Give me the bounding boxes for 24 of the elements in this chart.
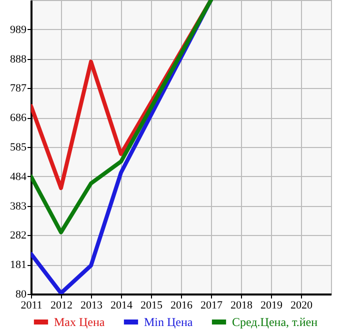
x-tick-label: 2013 xyxy=(80,300,103,312)
y-tick-label: 787 xyxy=(10,82,27,95)
line-series xyxy=(31,0,213,234)
x-tick-label: 2020 xyxy=(290,300,313,312)
y-tick-label: 181 xyxy=(10,259,26,272)
x-tick-label: 2018 xyxy=(230,300,253,312)
legend-label: Max Цена xyxy=(54,315,106,329)
y-tick-label: 989 xyxy=(10,24,27,36)
x-tick-label: 2014 xyxy=(110,300,133,312)
x-tick-label: 2015 xyxy=(140,300,163,312)
y-tick-label: 888 xyxy=(10,53,27,66)
legend-label: Сред.Цена, т.йен xyxy=(232,315,318,329)
y-tick-label: 484 xyxy=(10,170,27,183)
y-tick-label: 80 xyxy=(16,288,27,300)
legend-label: Min Цена xyxy=(144,315,194,329)
y-tick-label: 686 xyxy=(10,112,27,124)
x-tick-label: 2016 xyxy=(170,300,193,312)
y-tick-label: 585 xyxy=(10,142,27,154)
y-tick-label: 282 xyxy=(10,230,26,242)
x-tick-label: 2017 xyxy=(200,300,223,312)
x-tick-label: 2011 xyxy=(20,300,42,312)
x-tick-label: 2012 xyxy=(50,300,72,312)
y-tick-label: 383 xyxy=(10,200,27,212)
x-tick-label: 2019 xyxy=(260,300,283,312)
